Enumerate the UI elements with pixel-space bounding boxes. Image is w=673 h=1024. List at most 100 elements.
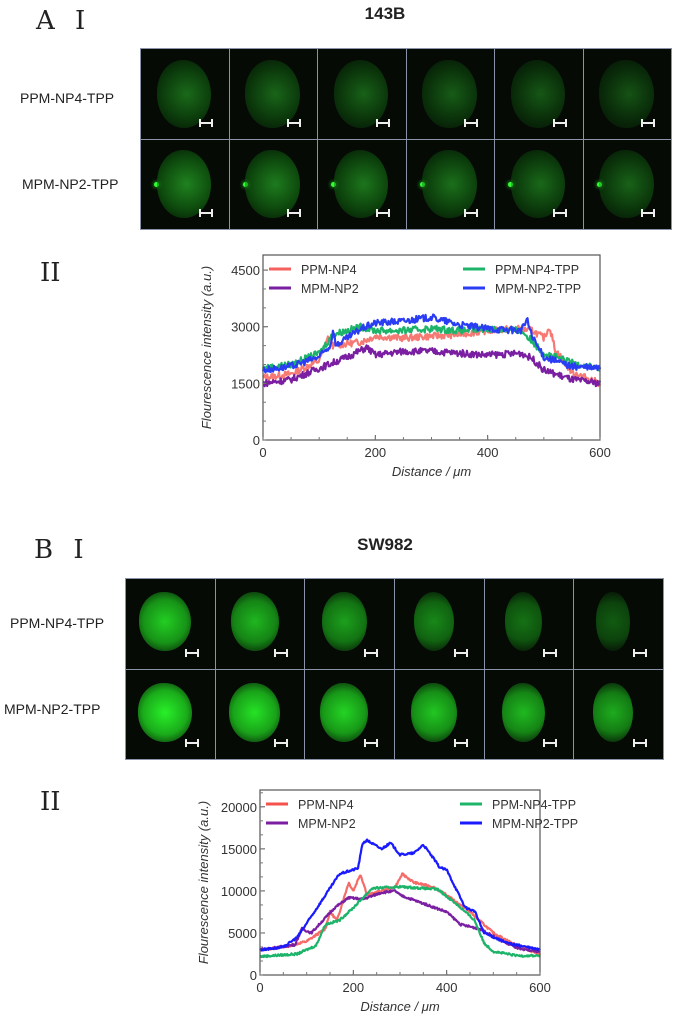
chart-a-y-tick-label: 4500 — [231, 263, 260, 278]
microscopy-image-r2-c6 — [574, 669, 663, 759]
scale-bar — [453, 648, 468, 657]
spheroid-fluorescence — [156, 59, 211, 128]
microscopy-image-r2-c6 — [583, 139, 671, 229]
panel-b-row-label-2: MPM-NP2-TPP — [4, 701, 101, 717]
chart-a-legend-label-3: MPM-NP2-TPP — [495, 282, 581, 296]
microscopy-image-r1-c2 — [215, 579, 305, 669]
microscopy-image-r1-c6 — [583, 49, 671, 139]
chart-b-y-axis-label: Flourescence intensity (a.u.) — [196, 801, 211, 964]
panel-b-sub-label: II — [40, 787, 61, 817]
chart-b-y-tick-label: 15000 — [221, 842, 257, 857]
spheroid-fluorescence — [422, 59, 477, 128]
spheroid-fluorescence — [138, 682, 192, 742]
chart-b-legend-label-2: PPM-NP4-TPP — [492, 798, 576, 812]
chart-a-series-mpm-np2 — [262, 344, 602, 388]
microscopy-image-r2-c5 — [484, 669, 574, 759]
scale-bar — [184, 739, 199, 747]
scale-bar — [543, 648, 558, 657]
chart-a-legend-label-2: PPM-NP4-TPP — [495, 263, 579, 277]
spheroid-fluorescence — [411, 682, 457, 742]
microscopy-image-r2-c1 — [126, 669, 215, 759]
chart-b-y-tick-label: 20000 — [221, 800, 257, 815]
microscopy-image-r2-c4 — [406, 139, 494, 229]
chart-b-x-tick-label: 400 — [436, 980, 458, 995]
spheroid-fluorescence — [333, 150, 388, 219]
spheroid-fluorescence — [505, 592, 543, 652]
spheroid-fluorescence — [333, 59, 388, 128]
chart-b-series-ppm-np4 — [259, 872, 541, 956]
chart-b-y-tick-label: 10000 — [221, 884, 257, 899]
spheroid-fluorescence — [599, 59, 654, 128]
chart-b-legend-label-1: MPM-NP2 — [298, 817, 356, 831]
spheroid-fluorescence — [245, 150, 300, 219]
microscopy-image-r1-c1 — [141, 49, 229, 139]
panel-b-line-chart: 0 200 400 600 0 5000 10000 15000 20000 Distance /… — [196, 789, 578, 1014]
scale-bar — [375, 118, 390, 127]
microscopy-image-r1-c3 — [318, 49, 406, 139]
panel-a-label: A Ⅰ — [36, 6, 92, 36]
spheroid-fluorescence — [422, 150, 477, 219]
chart-a-y-axis-label: Flourescence intensity (a.u.) — [199, 266, 214, 429]
spheroid-fluorescence — [229, 682, 280, 742]
bright-spot — [242, 182, 248, 188]
chart-a-x-tick-label: 0 — [259, 445, 266, 460]
chart-a-x-tick-label: 200 — [364, 445, 386, 460]
chart-b-y-tick-label: 5000 — [228, 926, 257, 941]
spheroid-fluorescence — [593, 682, 634, 742]
panel-b-label: B Ⅰ — [34, 535, 90, 565]
microscopy-image-r2-c1 — [141, 139, 229, 229]
chart-b-legend-label-3: MPM-NP2-TPP — [492, 817, 578, 831]
scale-bar — [184, 648, 199, 657]
spheroid-fluorescence — [322, 592, 367, 652]
chart-b-x-axis-label: Distance / μm — [360, 999, 440, 1014]
scale-bar — [198, 209, 213, 217]
spheroid-fluorescence — [413, 592, 455, 652]
microscopy-image-r1-c2 — [229, 49, 317, 139]
microscopy-image-r1-c5 — [495, 49, 583, 139]
microscopy-image-r2-c5 — [495, 139, 583, 229]
scale-bar — [464, 209, 478, 217]
chart-a-y-tick-label: 1500 — [231, 376, 260, 391]
chart-a-legend-label-0: PPM-NP4 — [301, 263, 357, 277]
microscopy-image-r2-c3 — [318, 139, 406, 229]
scale-bar — [552, 118, 567, 127]
scale-bar — [363, 739, 378, 747]
panel-a-row-label-1: PPM-NP4-TPP — [20, 90, 115, 106]
scale-bar — [543, 739, 558, 747]
microscopy-image-r1-c3 — [305, 579, 394, 669]
scale-bar — [453, 739, 468, 747]
spheroid-fluorescence — [320, 682, 369, 742]
panel-a-title: 143B — [364, 4, 406, 23]
panel-a-image-grid — [140, 48, 672, 230]
scale-bar — [552, 209, 567, 217]
chart-a-legend-label-1: MPM-NP2 — [301, 282, 359, 296]
microscopy-image-r2-c2 — [215, 669, 305, 759]
scale-bar — [632, 739, 647, 747]
spheroid-fluorescence — [510, 59, 565, 128]
panel-a-sub-label: II — [40, 258, 61, 288]
spheroid-fluorescence — [596, 592, 631, 652]
scale-bar — [464, 118, 478, 127]
scale-bar — [198, 118, 213, 127]
scale-bar — [632, 648, 647, 657]
spheroid-fluorescence — [230, 592, 279, 652]
spheroid-fluorescence — [502, 682, 545, 742]
bright-spot — [331, 182, 337, 188]
scale-bar — [287, 118, 301, 127]
chart-a-series-ppm-np4 — [262, 324, 602, 387]
chart-a-x-tick-label: 400 — [477, 445, 499, 460]
panel-b-row-label-1: PPM-NP4-TPP — [10, 615, 105, 631]
scale-bar — [363, 648, 378, 657]
chart-b-y-tick-label: 0 — [250, 968, 257, 983]
microscopy-image-r1-c4 — [394, 579, 484, 669]
bright-spot — [508, 182, 514, 188]
panel-a-row-label-2: MPM-NP2-TPP — [22, 176, 119, 192]
chart-b-x-tick-label: 600 — [529, 980, 551, 995]
chart-a-x-tick-label: 600 — [589, 445, 611, 460]
microscopy-image-r2-c3 — [305, 669, 394, 759]
microscopy-image-r1-c1 — [126, 579, 215, 669]
chart-a-y-tick-label: 0 — [253, 433, 260, 448]
panel-b-title: SW982 — [357, 535, 413, 554]
chart-b-legend-label-0: PPM-NP4 — [298, 798, 354, 812]
scale-bar — [274, 739, 289, 747]
